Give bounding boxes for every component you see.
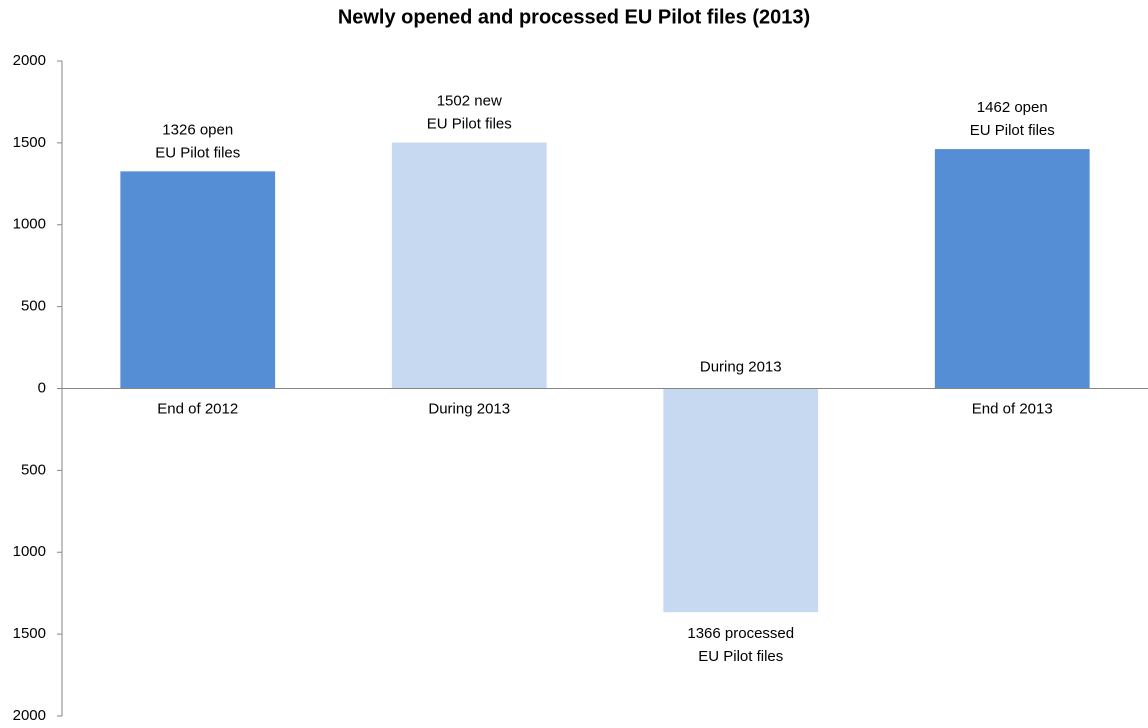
- y-tick-label: 1000: [13, 216, 46, 233]
- data-label: EU Pilot files: [698, 648, 783, 665]
- y-tick-label: 500: [21, 461, 46, 478]
- data-label: EU Pilot files: [427, 116, 512, 133]
- y-tick-label: 2000: [13, 707, 46, 724]
- y-tick-label: 1500: [13, 625, 46, 642]
- data-label: 1502 new: [437, 93, 502, 110]
- bar: [934, 149, 1090, 389]
- x-tick-label: During 2013: [700, 358, 782, 375]
- x-tick-label: During 2013: [428, 400, 510, 417]
- y-tick-label: 2000: [13, 52, 46, 69]
- bar: [391, 142, 547, 389]
- data-label: EU Pilot files: [155, 144, 240, 161]
- data-label: 1366 processed: [687, 625, 794, 642]
- data-label: EU Pilot files: [970, 122, 1055, 139]
- data-label: 1326 open: [162, 121, 233, 138]
- data-label: 1462 open: [977, 99, 1048, 116]
- y-tick-label: 500: [21, 298, 46, 315]
- bar: [120, 171, 276, 389]
- y-tick-label: 1000: [13, 543, 46, 560]
- bar: [663, 388, 819, 613]
- x-tick-label: End of 2012: [157, 400, 238, 417]
- x-tick-label: End of 2013: [972, 400, 1053, 417]
- chart-title: Newly opened and processed EU Pilot file…: [338, 6, 810, 28]
- y-tick-label: 0: [38, 379, 46, 396]
- y-tick-label: 1500: [13, 134, 46, 151]
